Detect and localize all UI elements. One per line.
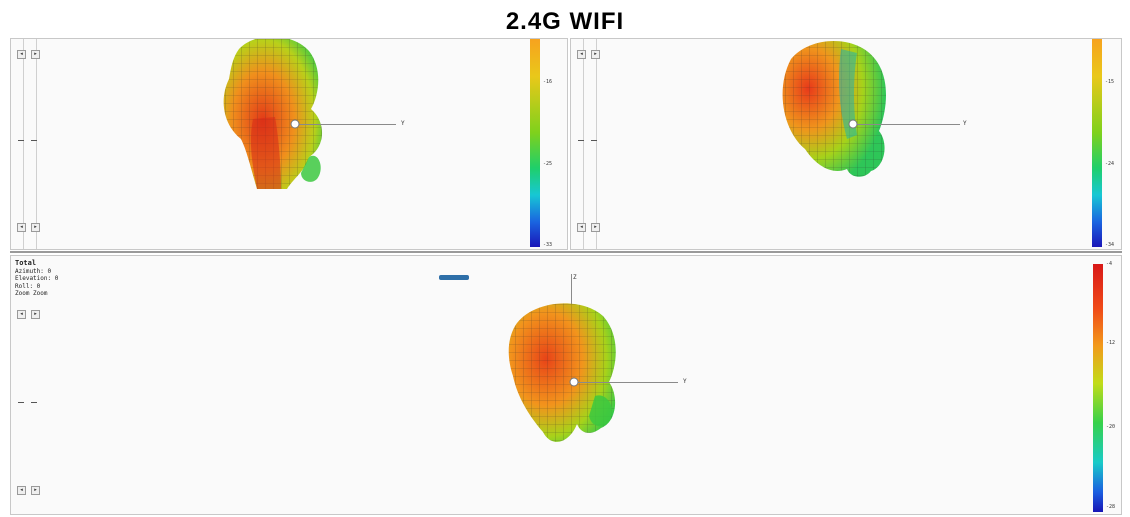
slider-mark bbox=[31, 140, 37, 141]
rotate-right-button[interactable]: ▸ bbox=[31, 50, 40, 59]
axis-y-line bbox=[854, 124, 960, 125]
colorbar-tick: -25 bbox=[543, 161, 553, 167]
axis-z-line bbox=[571, 274, 572, 304]
origin-marker bbox=[848, 119, 858, 129]
axis-y-label: Y bbox=[683, 378, 687, 385]
axis-z-label: Z bbox=[573, 274, 577, 281]
axis-y-line bbox=[296, 124, 396, 125]
info-line: Azimuth: 0 bbox=[15, 267, 52, 275]
axis-y-label: Y bbox=[401, 120, 405, 127]
zoom-in-button[interactable]: ▸ bbox=[31, 486, 40, 495]
colorbar-tick: -12 bbox=[1106, 340, 1116, 346]
panel-divider bbox=[10, 251, 1122, 253]
view-controls: ◂ ▸ ◂ ▸ bbox=[11, 39, 47, 249]
lobe-shape bbox=[223, 39, 323, 189]
colorbar-tick: -4 bbox=[1106, 261, 1113, 267]
zoom-in-button[interactable]: ▸ bbox=[31, 223, 40, 232]
slider-mark bbox=[18, 140, 24, 141]
toolbar-handle[interactable] bbox=[439, 273, 471, 283]
rotate-left-button[interactable]: ◂ bbox=[577, 50, 586, 59]
colorbar bbox=[1092, 39, 1102, 247]
colorbar-tick: -24 bbox=[1105, 161, 1115, 167]
zoom-out-button[interactable]: ◂ bbox=[17, 223, 26, 232]
rotate-left-button[interactable]: ◂ bbox=[17, 310, 26, 319]
zoom-in-button[interactable]: ▸ bbox=[591, 223, 600, 232]
lobe-shape bbox=[782, 41, 886, 177]
axis-y-label: Y bbox=[963, 120, 967, 127]
view-controls: ◂ ▸ ◂ ▸ bbox=[11, 256, 47, 514]
zoom-out-button[interactable]: ◂ bbox=[577, 223, 586, 232]
colorbar-tick: -15 bbox=[1105, 79, 1115, 85]
slider-mark bbox=[578, 140, 584, 141]
colorbar bbox=[1093, 264, 1103, 512]
view-controls: ◂ ▸ ◂ ▸ bbox=[571, 39, 607, 249]
origin-marker bbox=[290, 119, 300, 129]
pattern-view-total[interactable]: Total Azimuth: 0 Elevation: 0 Roll: 0 Zo… bbox=[10, 255, 1122, 515]
panel-header: Total bbox=[15, 259, 37, 267]
slider-mark bbox=[31, 402, 37, 403]
colorbar-tick: -20 bbox=[1106, 424, 1116, 430]
rotate-right-button[interactable]: ▸ bbox=[591, 50, 600, 59]
rotate-right-button[interactable]: ▸ bbox=[31, 310, 40, 319]
colorbar-tick: -16 bbox=[543, 79, 553, 85]
axis-y-line bbox=[578, 382, 678, 383]
page-title: 2.4G WIFI bbox=[505, 8, 625, 35]
colorbar bbox=[530, 39, 540, 247]
slider-mark bbox=[18, 402, 24, 403]
lobe-shape bbox=[508, 303, 616, 442]
colorbar-tick: -28 bbox=[1106, 504, 1116, 510]
view-info: Total Azimuth: 0 Elevation: 0 Roll: 0 Zo… bbox=[15, 259, 59, 298]
zoom-out-button[interactable]: ◂ bbox=[17, 486, 26, 495]
info-line: Elevation: 0 bbox=[15, 275, 59, 282]
pattern-view-top-left[interactable]: ◂ ▸ ◂ ▸ Y -16 -25 -33 bbox=[10, 38, 568, 250]
radiation-pattern-3d[interactable] bbox=[761, 39, 901, 199]
radiation-pattern-3d[interactable] bbox=[491, 296, 631, 456]
rotate-left-button[interactable]: ◂ bbox=[17, 50, 26, 59]
colorbar-tick: -34 bbox=[1105, 242, 1115, 248]
colorbar-tick: -33 bbox=[543, 242, 553, 248]
radiation-pattern-3d[interactable] bbox=[201, 39, 361, 199]
info-line: Zoom Zoom bbox=[15, 290, 48, 297]
info-line: Roll: 0 bbox=[15, 282, 41, 290]
origin-marker bbox=[569, 377, 579, 387]
slider-mark bbox=[591, 140, 597, 141]
pattern-view-top-right[interactable]: ◂ ▸ ◂ ▸ Y -15 -24 -34 bbox=[570, 38, 1122, 250]
